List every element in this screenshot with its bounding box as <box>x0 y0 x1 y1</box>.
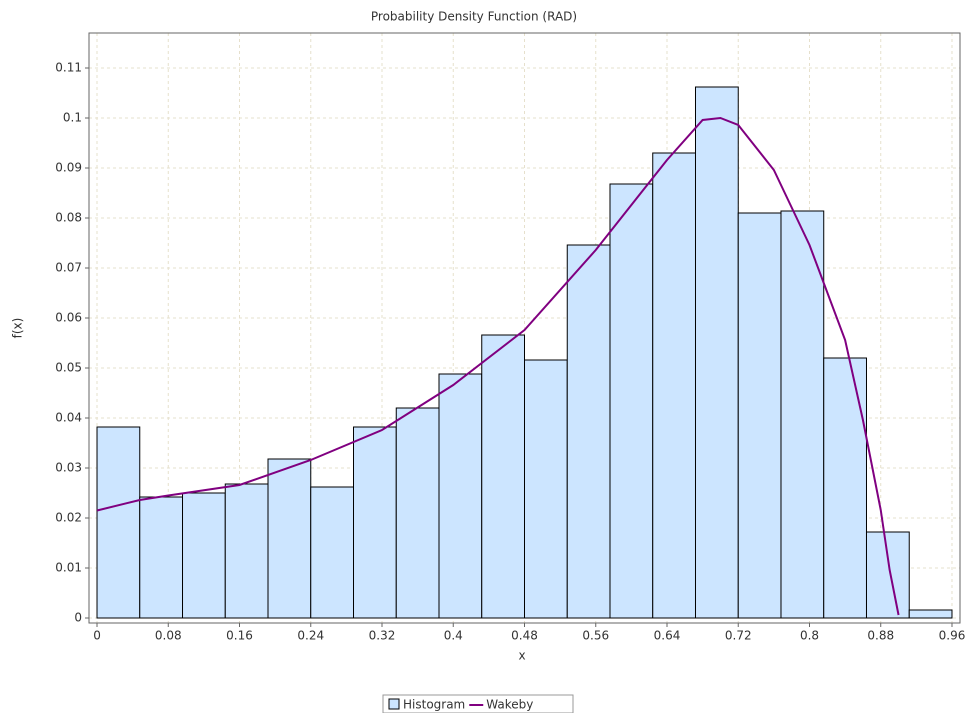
bar <box>780 210 825 619</box>
y-tick-label: 0.09 <box>55 161 82 175</box>
y-tick-label: 0.01 <box>55 561 82 575</box>
y-tick-label: 0.06 <box>55 311 82 325</box>
x-tick-label: 0.4 <box>444 629 463 643</box>
legend-label: Histogram <box>403 698 465 712</box>
x-tick-label: 0 <box>93 629 101 643</box>
bar <box>224 483 269 619</box>
legend-swatch <box>388 698 400 710</box>
y-tick-label: 0.11 <box>55 61 82 75</box>
x-tick-label: 0.8 <box>800 629 819 643</box>
density-line <box>96 116 900 616</box>
y-axis-label: f(x) <box>11 318 25 339</box>
bar <box>353 426 397 619</box>
bar <box>139 496 184 619</box>
bar <box>908 609 953 619</box>
x-tick-label: 0.24 <box>297 629 324 643</box>
x-tick-label: 0.16 <box>226 629 253 643</box>
bar <box>267 458 312 619</box>
bar <box>823 357 867 619</box>
bar <box>438 373 483 619</box>
bar <box>310 486 355 619</box>
chart-title: Probability Density Function (RAD) <box>371 10 577 24</box>
y-tick-label: 0.03 <box>55 461 82 475</box>
y-tick-label: 0.05 <box>55 361 82 375</box>
bar <box>652 152 696 619</box>
bar <box>566 244 611 619</box>
y-tick-label: 0.02 <box>55 511 82 525</box>
bar <box>96 426 141 619</box>
y-tick-label: 0 <box>74 611 82 625</box>
bar <box>182 492 226 619</box>
legend-label: Wakeby <box>486 698 533 712</box>
x-tick-label: 0.88 <box>867 629 894 643</box>
bar <box>609 183 654 619</box>
x-tick-label: 0.56 <box>582 629 609 643</box>
y-tick-label: 0.08 <box>55 211 82 225</box>
y-tick-label: 0.07 <box>55 261 82 275</box>
x-tick-label: 0.48 <box>511 629 538 643</box>
x-axis-label: x <box>518 649 525 663</box>
y-tick-label: 0.04 <box>55 411 82 425</box>
plot-border <box>88 32 961 624</box>
x-tick-label: 0.64 <box>654 629 681 643</box>
bar <box>481 334 525 619</box>
bar <box>524 359 568 619</box>
bar <box>395 407 440 619</box>
x-tick-label: 0.96 <box>939 629 966 643</box>
x-tick-label: 0.72 <box>725 629 752 643</box>
x-tick-label: 0.08 <box>155 629 182 643</box>
x-tick-label: 0.32 <box>369 629 396 643</box>
bar <box>694 86 739 619</box>
bar <box>737 212 782 619</box>
bar <box>865 531 910 619</box>
y-tick-label: 0.1 <box>63 111 82 125</box>
